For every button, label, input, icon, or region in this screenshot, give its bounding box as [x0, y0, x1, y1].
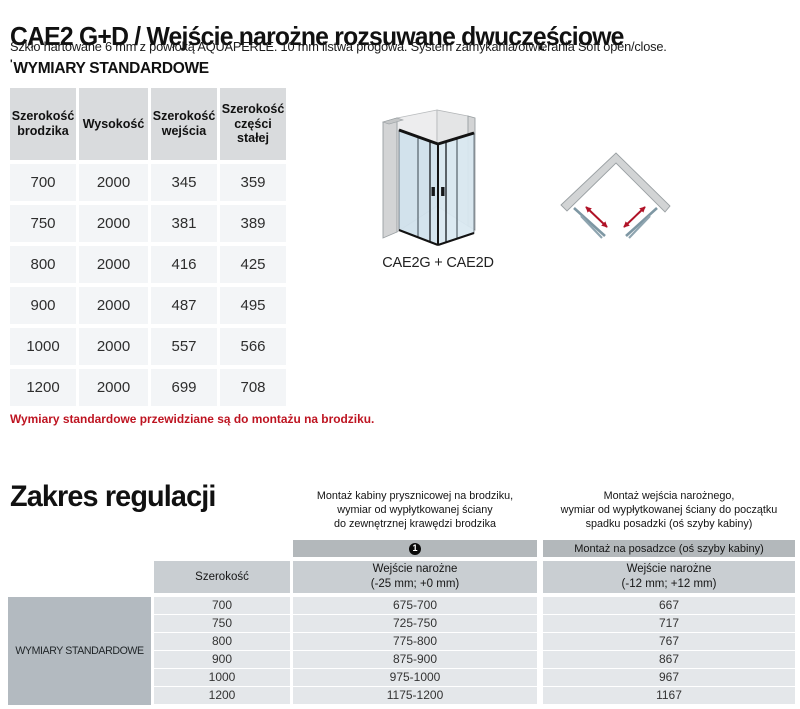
- page-title: CAE2 G+D / Wejście narożne rozsuwane dwu…: [10, 21, 624, 52]
- adjustment-cell: 1167: [543, 687, 795, 704]
- corner-entry-top-view-svg: [560, 152, 671, 239]
- dim-value-cell: 2000: [79, 328, 148, 365]
- adjustment-bar-right: Montaż na posadzce (oś szyby kabiny): [543, 540, 795, 557]
- adjustment-cell: 975-1000: [293, 669, 537, 686]
- glass-panels: [398, 129, 475, 246]
- adjustment-row: 900 875-900 867: [154, 651, 795, 668]
- adjustment-cell: 900: [154, 651, 290, 668]
- adjustment-cell: 767: [543, 633, 795, 650]
- dim-value-cell: 750: [10, 205, 76, 242]
- dim-value-cell: 557: [151, 328, 217, 365]
- footnote-marker: ': [10, 58, 13, 70]
- adjustment-cell: 800: [154, 633, 290, 650]
- adjustment-row: 700 675-700 667: [154, 597, 795, 614]
- dim-value-cell: 699: [151, 369, 217, 406]
- adjustment-cell: 1000: [154, 669, 290, 686]
- dim-value-cell: 425: [220, 246, 286, 283]
- adjustment-cell: 717: [543, 615, 795, 632]
- dim-header-cell: Szerokość części stałej: [220, 88, 286, 160]
- dim-value-cell: 345: [151, 164, 217, 201]
- adjustment-table-body: 700 675-700 667 750 725-750 717 800 775-800 767 9…: [154, 597, 795, 705]
- mounting-note: Wymiary standardowe przewidziane są do m…: [10, 412, 375, 426]
- adjustment-cell: 967: [543, 669, 795, 686]
- dim-value-cell: 359: [220, 164, 286, 201]
- adjustment-row: 1000 975-1000 967: [154, 669, 795, 686]
- corner-entry-top-view-diagram: [558, 146, 673, 251]
- dim-value-cell: 389: [220, 205, 286, 242]
- dim-value-cell: 900: [10, 287, 76, 324]
- adjustment-bar-left: 1: [293, 540, 537, 557]
- adjustment-cell: 667: [543, 597, 795, 614]
- column-header-szerokosc: Szerokość: [154, 561, 290, 593]
- dim-value-cell: 1000: [10, 328, 76, 365]
- dim-value-cell: 2000: [79, 369, 148, 406]
- glass-panels: [573, 207, 658, 239]
- adjustment-cell: 1200: [154, 687, 290, 704]
- adjustment-cell: 775-800: [293, 633, 537, 650]
- footnote-1-badge: 1: [409, 542, 421, 555]
- adjustment-note-right: Montaż wejścia narożnego, wymiar od wypł…: [560, 490, 778, 531]
- page-subtitle: Szkło hartowane 6 mm z powłoką AQUAPERLE…: [10, 39, 667, 54]
- dim-value-cell: 2000: [79, 164, 148, 201]
- column-header-wejscie-posadzka: Wejście narożne (-12 mm; +12 mm): [543, 561, 795, 593]
- adjustment-note-left: Montaż kabiny prysznicowej na brodziku, …: [316, 490, 514, 531]
- corner-enclosure-3d-diagram: [373, 106, 503, 254]
- dim-header-cell: Wysokość: [79, 88, 148, 160]
- dim-header-cell: Szerokość wejścia: [151, 88, 217, 160]
- corner-enclosure-3d-svg: [381, 109, 476, 247]
- adjustment-cell: 700: [154, 597, 290, 614]
- adjustment-cell: 675-700: [293, 597, 537, 614]
- column-header-wejscie-brodzik: Wejście narożne (-25 mm; +0 mm): [293, 561, 537, 593]
- adjustment-row: 1200 1175-1200 1167: [154, 687, 795, 704]
- dim-value-cell: 566: [220, 328, 286, 365]
- dim-value-cell: 2000: [79, 246, 148, 283]
- dim-value-cell: 1200: [10, 369, 76, 406]
- section-title-standard-dimensions: 'WYMIARY STANDARDOWE: [10, 58, 209, 78]
- adjustment-cell: 725-750: [293, 615, 537, 632]
- dim-value-cell: 381: [151, 205, 217, 242]
- row-group-label: WYMIARY STANDARDOWE: [8, 597, 151, 705]
- dim-value-cell: 700: [10, 164, 76, 201]
- adjustment-row: 800 775-800 767: [154, 633, 795, 650]
- walls: [560, 152, 671, 213]
- section-title-standard-dimensions-label: WYMIARY STANDARDOWE: [13, 60, 209, 77]
- adjustment-cell: 875-900: [293, 651, 537, 668]
- dim-header-cell: Szerokość brodzika: [10, 88, 76, 160]
- standard-dimensions-table: Szerokość brodzika Wysokość Szerokość wejś…: [10, 88, 286, 406]
- adjustment-cell: 750: [154, 615, 290, 632]
- dim-value-cell: 416: [151, 246, 217, 283]
- dim-value-cell: 2000: [79, 287, 148, 324]
- door-handles: [431, 187, 445, 196]
- slide-direction-arrows: [585, 206, 646, 228]
- adjustment-cell: 1175-1200: [293, 687, 537, 704]
- dim-value-cell: 800: [10, 246, 76, 283]
- dim-value-cell: 487: [151, 287, 217, 324]
- dim-value-cell: 708: [220, 369, 286, 406]
- dim-value-cell: 2000: [79, 205, 148, 242]
- adjustment-cell: 867: [543, 651, 795, 668]
- dim-value-cell: 495: [220, 287, 286, 324]
- section-title-zakres-regulacji: Zakres regulacji: [10, 479, 216, 513]
- adjustment-row: 750 725-750 717: [154, 615, 795, 632]
- diagram-caption: CAE2G + CAE2D: [382, 255, 494, 271]
- frame-rails: [398, 128, 475, 247]
